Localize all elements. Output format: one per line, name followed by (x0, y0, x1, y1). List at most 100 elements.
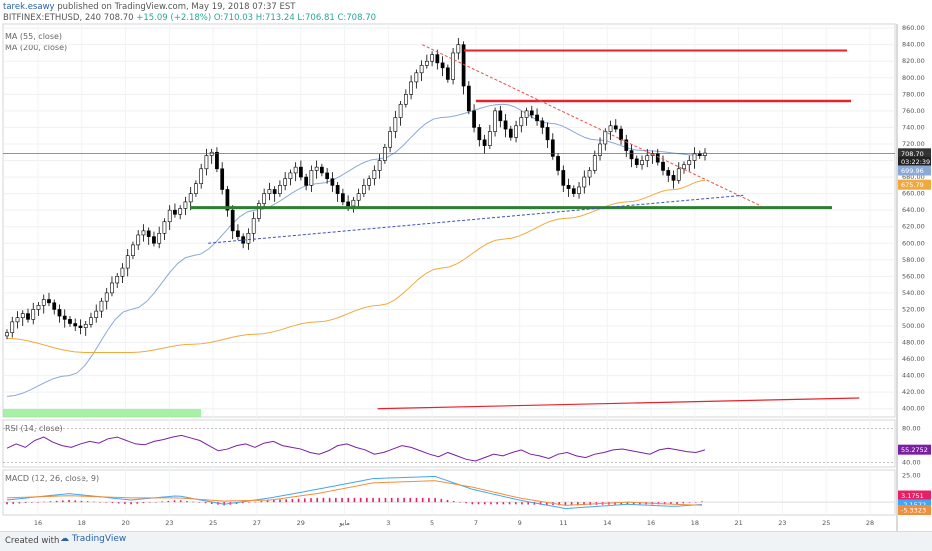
candle-body (209, 151, 214, 156)
macd-tick-label: 25.00 (902, 471, 921, 479)
macd-histogram-bar (452, 501, 455, 503)
candle-body (598, 143, 602, 156)
macd-histogram-bar (117, 502, 120, 504)
price-tick-label: 860.00 (902, 24, 925, 32)
candle-body (73, 323, 78, 327)
macd-histogram-bar (359, 497, 362, 503)
candle-body (173, 209, 177, 215)
price-tick-label: 800.00 (902, 74, 925, 82)
candle-body (466, 85, 471, 112)
candle-body (382, 146, 387, 161)
macd-label[interactable]: MACD (12, 26, close, 9) (5, 474, 100, 483)
candle-body (188, 193, 193, 203)
last-price-tag-bg (898, 148, 931, 159)
macd-histogram-bar (496, 502, 498, 505)
macd-histogram-bar (328, 497, 331, 503)
macd-histogram-bar (155, 502, 157, 503)
last-price: 708.70 (103, 13, 134, 23)
candle-body (435, 54, 440, 64)
candle-body (293, 166, 298, 174)
ma200-tag: 675.79 (901, 181, 924, 189)
macd-histogram-bar (626, 502, 629, 505)
trendline-ascending (208, 194, 744, 244)
candle-body (514, 125, 518, 138)
candle-body (267, 189, 272, 194)
macd-histogram-bar (161, 501, 163, 503)
time-tick-label: 11 (559, 519, 567, 527)
macd-histogram-bar (68, 500, 70, 503)
macd-histogram-bar (545, 502, 548, 505)
macd-histogram-bar (24, 502, 27, 503)
candle-body (314, 166, 319, 171)
price-tick-label: 540.00 (902, 289, 925, 297)
candle-body (194, 183, 198, 194)
macd-histogram-bar (558, 502, 560, 506)
macd-histogram-bar (37, 502, 39, 503)
macd-tag-3-bg (898, 504, 931, 515)
chart-header: tarek.esawy published on TradingView.com… (3, 2, 376, 24)
candle-body (482, 139, 487, 146)
macd-histogram-bar (372, 497, 374, 503)
macd-histogram-bar (99, 502, 101, 503)
price-chart[interactable]: 400.00 420.00 440.00 460.00 480.00 500.00 520.… (0, 0, 932, 531)
macd-histogram-bar (459, 502, 461, 503)
candle-body (136, 234, 141, 246)
macd-histogram-bar (124, 502, 126, 504)
candle-body (26, 313, 30, 320)
candle-body (692, 153, 697, 161)
candle-body (545, 127, 550, 141)
candle-body (152, 236, 156, 244)
macd-histogram-bar (6, 502, 8, 505)
candle-body (204, 155, 209, 170)
candle-body (341, 193, 345, 203)
price-tick-label: 500.00 (902, 322, 925, 330)
macd-histogram-bar (335, 497, 337, 503)
ma200-label[interactable]: MA (200, close) (5, 43, 68, 52)
macd-histogram-bar (341, 497, 343, 503)
macd-histogram-bar (167, 500, 170, 503)
time-tick-label: 18 (691, 519, 699, 527)
candle-body (330, 178, 335, 186)
candle-body (377, 160, 382, 171)
author-link[interactable]: tarek.esawy (3, 2, 55, 12)
macd-histogram-bar (179, 500, 182, 503)
candle-body (47, 299, 51, 304)
footer: Created with ☁ TradingView (0, 531, 932, 551)
time-tick-label: 16 (647, 519, 655, 527)
ma55-tag: 699.96 (901, 167, 924, 175)
candle-body (236, 230, 240, 237)
macd-histogram-bar (428, 497, 430, 503)
macd-histogram-bar (12, 502, 15, 504)
macd-histogram-bar (415, 497, 418, 503)
pane-border (2, 469, 896, 516)
ma55-label[interactable]: MA (55, close) (5, 32, 63, 41)
rsi-tag: 55.2752 (901, 446, 928, 454)
macd-histogram-bar (260, 501, 263, 503)
symbol-label[interactable]: BITFINEX:ETHUSD, 240 (3, 13, 102, 23)
time-tick-label: 23 (778, 519, 786, 527)
tradingview-logo[interactable]: ☁ TradingView (60, 534, 127, 544)
macd-histogram-bar (577, 502, 579, 506)
candle-body (529, 110, 534, 116)
candle-body (498, 110, 503, 122)
macd-tag-2-bg (898, 499, 931, 510)
candle-body (20, 313, 25, 319)
macd-histogram-bar (49, 501, 52, 503)
macd-histogram-bar (223, 502, 225, 506)
candle-body (550, 139, 555, 157)
candle-body (31, 309, 36, 320)
candle-body (36, 305, 41, 310)
macd-histogram-bar (291, 499, 294, 503)
candle-body (146, 230, 151, 237)
macd-histogram-bar (297, 498, 300, 503)
candle-body (419, 65, 424, 74)
candle-body (325, 172, 330, 180)
ma200-tag-bg (898, 179, 931, 190)
rsi-label[interactable]: RSI (14, close) (5, 424, 63, 433)
price-tick-label: 460.00 (902, 355, 925, 363)
candle-body (535, 114, 539, 122)
candle-body (120, 267, 125, 277)
price-tick-label: 640.00 (902, 206, 925, 214)
time-tick-label: 16 (34, 519, 42, 527)
candle-body (367, 178, 371, 186)
